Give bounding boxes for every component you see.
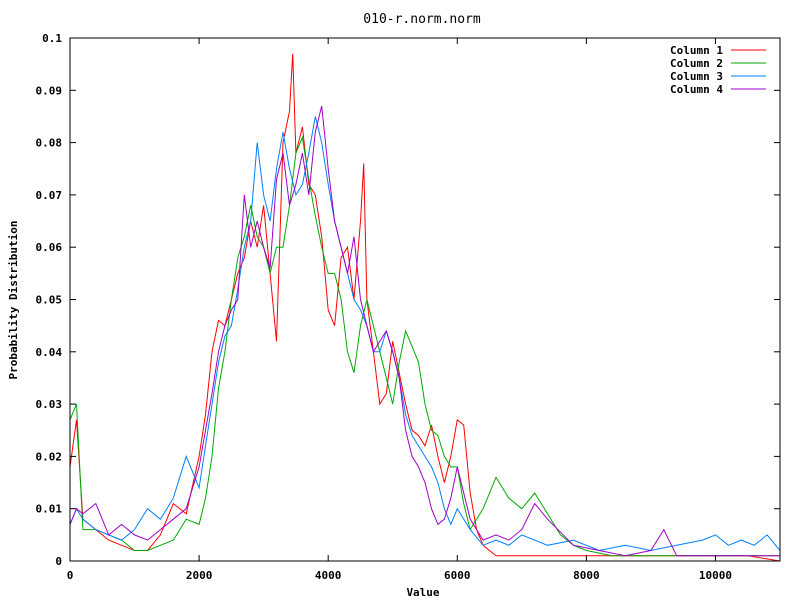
y-tick-label: 0 [55,555,62,568]
x-tick-label: 10000 [699,569,732,582]
y-tick-label: 0.09 [36,84,63,97]
x-tick-label: 0 [67,569,74,582]
legend-label: Column 4 [670,83,723,96]
y-axis-label: Probability Distribution [7,221,20,380]
x-axis: 0 2000 4000 6000 8000 10000 [67,38,732,582]
x-tick-label: 8000 [573,569,600,582]
y-tick-label: 0.05 [36,294,63,307]
y-tick-label: 0.08 [36,137,63,150]
x-tick-label: 4000 [315,569,342,582]
x-tick-label: 6000 [444,569,471,582]
y-tick-label: 0.04 [36,346,63,359]
series-line-column-3 [70,116,780,552]
y-tick-label: 0.07 [36,189,63,202]
legend-label: Column 3 [670,70,723,83]
legend-label: Column 1 [670,44,723,57]
x-axis-label: Value [406,586,439,599]
x-tick-label: 2000 [186,569,213,582]
y-tick-label: 0.06 [36,241,63,254]
series-line-column-2 [70,135,780,557]
chart-title: 010-r.norm.norm [363,12,481,27]
y-tick-label: 0.02 [36,450,63,463]
y-tick-label: 0.01 [36,503,63,516]
series-line-column-4 [70,105,780,557]
series-layer [70,53,780,561]
y-axis: 0 0.01 0.02 0.03 0.04 0.05 0.06 0.07 0.08 0.09 0.1 [36,32,780,568]
legend-label: Column 2 [670,57,723,70]
y-tick-label: 0.03 [36,398,63,411]
y-tick-label: 0.1 [42,32,62,45]
series-line-column-1 [70,53,780,561]
